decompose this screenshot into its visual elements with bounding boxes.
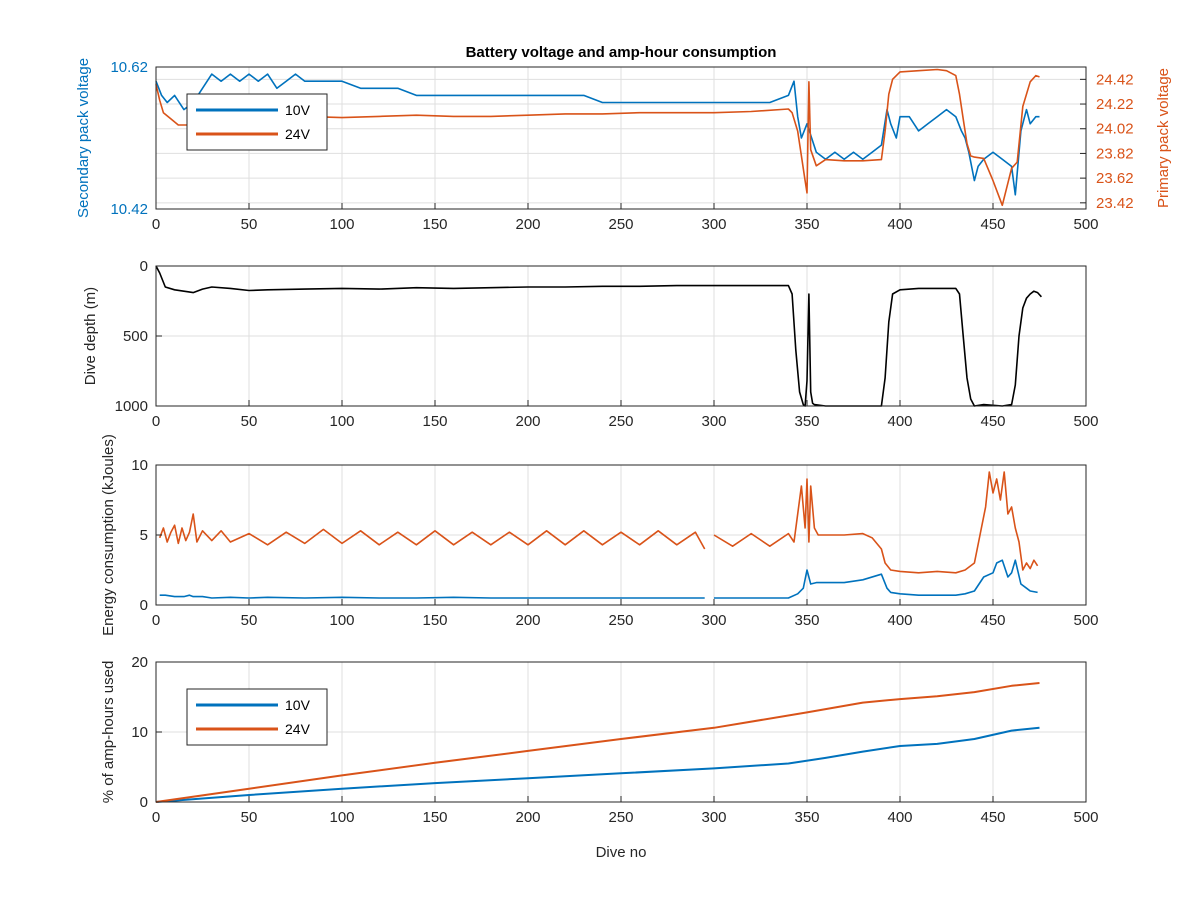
x-tick-label: 450 [980, 612, 1005, 629]
x-tick-label: 150 [422, 413, 447, 430]
x-tick-label: 0 [152, 216, 160, 233]
legend-label-24v: 24V [285, 721, 311, 737]
panel-amphours-series [155, 682, 1040, 803]
y-right-tick-label: 23.82 [1096, 145, 1134, 162]
panel-energy-y-ticks: 0 5 10 [131, 457, 162, 614]
y-right-tick-label: 23.42 [1096, 195, 1134, 212]
panel-amphours-xlabel: Dive no [596, 844, 647, 861]
panel-depth-series [155, 265, 1042, 407]
x-tick-label: 400 [887, 413, 912, 430]
figure-title: Battery voltage and amp-hour consumption [466, 44, 777, 61]
legend-box [186, 688, 328, 746]
x-tick-label: 0 [152, 809, 160, 826]
x-tick-label: 200 [515, 413, 540, 430]
x-tick-label: 0 [152, 612, 160, 629]
series-line-24v [155, 682, 1040, 803]
y-tick-label: 0 [140, 597, 148, 614]
panel-amphours-x-ticks: 0 50 100 150 200 250 300 350 400 450 500 [152, 796, 1099, 826]
x-tick-label: 300 [701, 216, 726, 233]
series-line-10v [155, 73, 1040, 196]
panel-voltage-ylabel-right: Primary pack voltage [1155, 68, 1172, 208]
series-line-24v [158, 471, 1039, 574]
y-tick-label: 0 [140, 258, 148, 275]
y-right-tick-label: 24.02 [1096, 121, 1134, 138]
panel-energy-series [158, 471, 1039, 599]
x-tick-label: 150 [422, 809, 447, 826]
panel-voltage-y-ticks-left: 10.42 10.62 [110, 59, 162, 218]
panel-amphours-legend: 10V 24V [186, 688, 328, 746]
y-tick-label: 500 [123, 328, 148, 345]
x-tick-label: 350 [794, 216, 819, 233]
panel-amphours-y-ticks: 0 10 20 [131, 654, 162, 811]
legend-label-10v: 10V [285, 697, 311, 713]
x-tick-label: 100 [329, 413, 354, 430]
x-tick-label: 300 [701, 612, 726, 629]
x-tick-label: 300 [701, 809, 726, 826]
x-tick-label: 300 [701, 413, 726, 430]
x-tick-label: 250 [608, 809, 633, 826]
y-right-tick-label: 24.42 [1096, 71, 1134, 88]
x-tick-label: 400 [887, 216, 912, 233]
y-right-tick-label: 23.62 [1096, 170, 1134, 187]
panel-voltage-legend: 10V 24V [186, 93, 328, 151]
x-tick-label: 450 [980, 413, 1005, 430]
y-tick-label: 1000 [115, 398, 148, 415]
panel-voltage: 0 50 100 150 200 250 300 350 400 450 500 10.42 10.6… [75, 58, 1172, 233]
x-tick-label: 100 [329, 809, 354, 826]
x-tick-label: 50 [241, 413, 258, 430]
x-tick-label: 50 [241, 612, 258, 629]
series-line-10v [159, 559, 1038, 599]
y-tick-label: 5 [140, 527, 148, 544]
y-tick-label: 10.62 [110, 59, 148, 76]
panel-voltage-y-ticks-right: 23.42 23.62 23.82 24.02 24.22 24.42 [1080, 71, 1134, 212]
panel-energy-x-ticks: 0 50 100 150 200 250 300 350 400 450 500 [152, 599, 1099, 629]
x-tick-label: 350 [794, 413, 819, 430]
x-tick-label: 150 [422, 612, 447, 629]
x-tick-label: 450 [980, 216, 1005, 233]
y-tick-label: 10.42 [110, 201, 148, 218]
series-line-depth [155, 265, 1042, 407]
panel-depth-ylabel: Dive depth (m) [82, 287, 99, 385]
panel-amphours: 0 50 100 150 200 250 300 350 400 450 500 0 10 20 % o… [100, 654, 1099, 861]
y-tick-label: 10 [131, 457, 148, 474]
panel-depth-x-ticks: 0 50 100 150 200 250 300 350 400 450 500 [152, 400, 1099, 430]
x-tick-label: 200 [515, 809, 540, 826]
panel-amphours-ylabel: % of amp-hours used [100, 661, 117, 804]
legend-label-10v: 10V [285, 102, 311, 118]
panel-depth-y-ticks: 0 500 1000 [115, 258, 162, 415]
panel-energy: 0 50 100 150 200 250 300 350 400 450 500 0 5 10 Ener… [100, 434, 1099, 636]
x-tick-label: 500 [1073, 809, 1098, 826]
x-tick-label: 100 [329, 216, 354, 233]
y-tick-label: 20 [131, 654, 148, 671]
legend-label-24v: 24V [285, 126, 311, 142]
y-tick-label: 10 [131, 724, 148, 741]
x-tick-label: 250 [608, 413, 633, 430]
x-tick-label: 350 [794, 809, 819, 826]
x-tick-label: 150 [422, 216, 447, 233]
legend-box [186, 93, 328, 151]
x-tick-label: 250 [608, 216, 633, 233]
x-tick-label: 400 [887, 809, 912, 826]
panel-voltage-x-ticks: 0 50 100 150 200 250 300 350 400 450 500 [152, 203, 1099, 233]
x-tick-label: 100 [329, 612, 354, 629]
x-tick-label: 500 [1073, 612, 1098, 629]
x-tick-label: 50 [241, 809, 258, 826]
x-tick-label: 500 [1073, 216, 1098, 233]
x-tick-label: 500 [1073, 413, 1098, 430]
y-tick-label: 0 [140, 794, 148, 811]
x-tick-label: 250 [608, 612, 633, 629]
panel-energy-ylabel: Energy consumption (kJoules) [100, 434, 117, 636]
x-tick-label: 200 [515, 216, 540, 233]
x-tick-label: 450 [980, 809, 1005, 826]
x-tick-label: 350 [794, 612, 819, 629]
y-right-tick-label: 24.22 [1096, 96, 1134, 113]
x-tick-label: 400 [887, 612, 912, 629]
panel-depth: 0 50 100 150 200 250 300 350 400 450 500 05001000 … [82, 258, 1099, 430]
panel-voltage-ylabel-left: Secondary pack voltage [75, 58, 92, 218]
x-tick-label: 50 [241, 216, 258, 233]
series-line-10v [155, 726, 1040, 803]
x-tick-label: 200 [515, 612, 540, 629]
x-tick-label: 0 [152, 413, 160, 430]
